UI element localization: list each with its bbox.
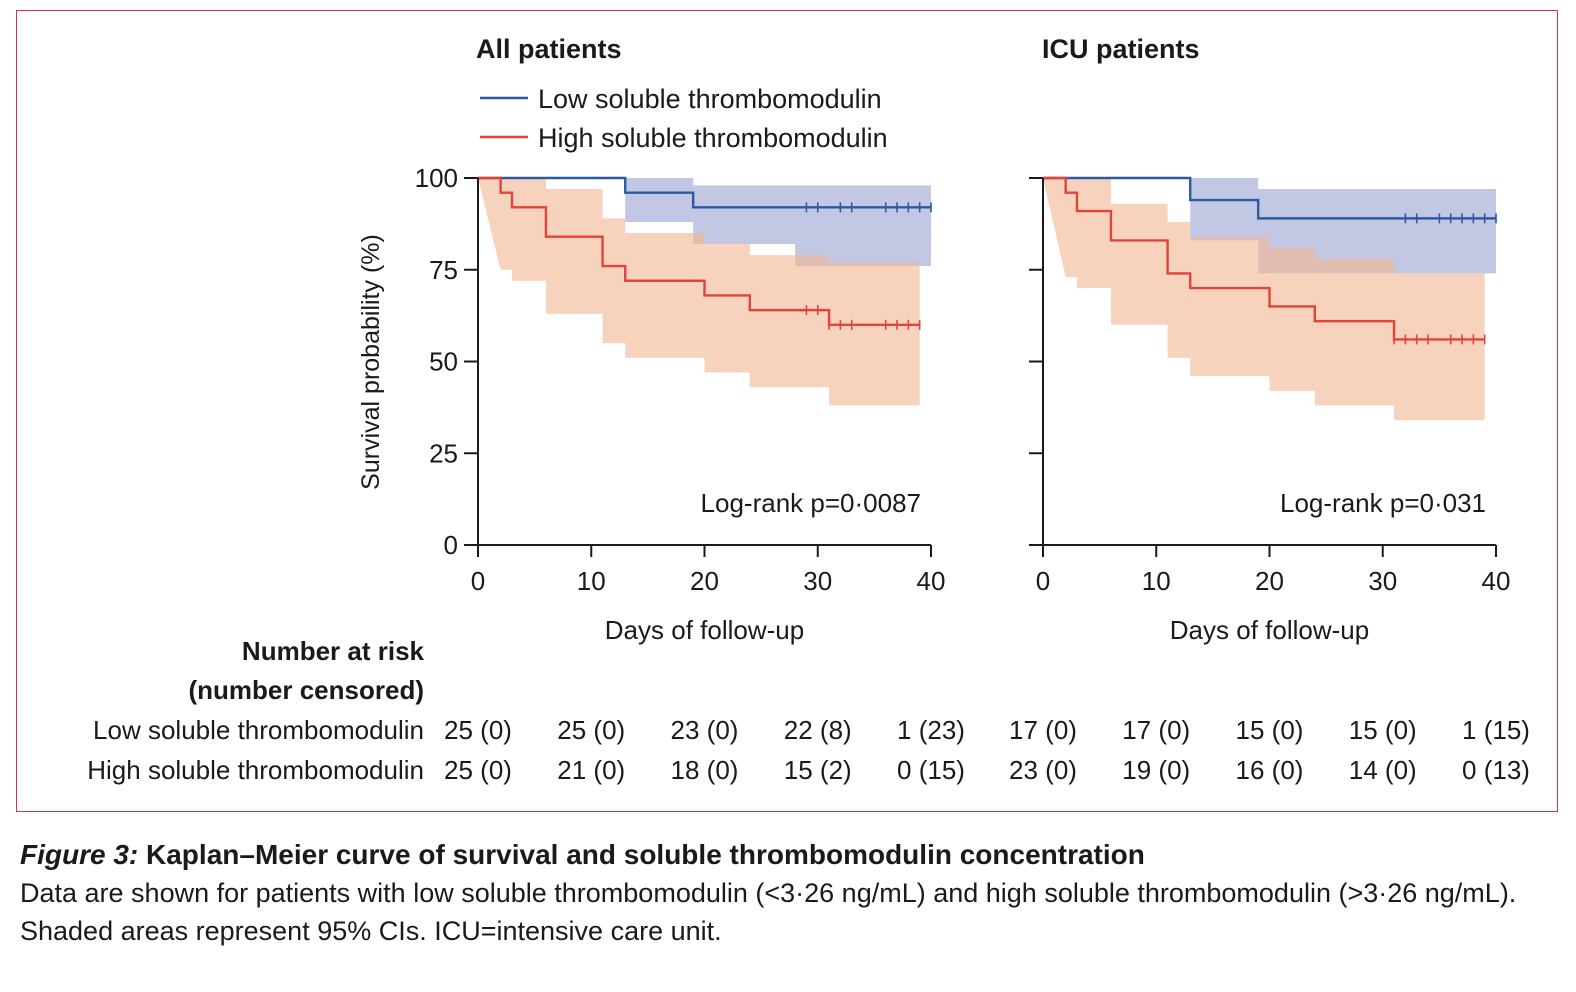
x-tick-label: 40	[1482, 566, 1511, 596]
caption-text: Data are shown for patients with low sol…	[20, 878, 1517, 946]
x-tick-label: 30	[803, 566, 832, 596]
ci-band-low	[625, 178, 931, 281]
y-tick-label: 25	[429, 438, 458, 468]
risk-cell-low: 17 (0)	[1009, 715, 1077, 745]
risk-cell-high: 21 (0)	[557, 755, 625, 785]
legend: Low soluble thrombomodulin High soluble …	[480, 84, 888, 153]
risk-cell-low: 15 (0)	[1349, 715, 1417, 745]
y-tick-label: 0	[444, 530, 458, 560]
x-axis-title: Days of follow-up	[1170, 615, 1369, 645]
y-tick-label: 75	[429, 255, 458, 285]
figure-label: Figure 3:	[20, 839, 139, 870]
risk-cell-low: 1 (23)	[897, 715, 965, 745]
x-tick-label: 30	[1368, 566, 1397, 596]
figure-frame	[16, 10, 1558, 812]
risk-cell-low: 15 (0)	[1236, 715, 1304, 745]
risk-cell-high: 14 (0)	[1349, 755, 1417, 785]
x-tick-label: 10	[577, 566, 606, 596]
risk-table-header: Number at risk	[242, 636, 425, 666]
x-tick-label: 20	[690, 566, 719, 596]
risk-cell-high: 25 (0)	[444, 755, 512, 785]
ci-band-high	[478, 178, 920, 406]
survival-curve-low	[478, 176, 931, 209]
ci-band-high	[1043, 178, 1485, 421]
risk-row-label-low: Low soluble thrombomodulin	[93, 715, 424, 745]
x-tick-label: 10	[1142, 566, 1171, 596]
log-rank-annotation: Log-rank p=0·0087	[701, 488, 921, 518]
risk-cell-high: 19 (0)	[1122, 755, 1190, 785]
risk-table: Number at risk (number censored) Low sol…	[87, 636, 1530, 785]
risk-cell-low: 1 (15)	[1462, 715, 1530, 745]
survival-curve-high	[1043, 176, 1485, 341]
panel-title: ICU patients	[1042, 34, 1200, 64]
log-rank-annotation: Log-rank p=0·031	[1280, 488, 1486, 518]
risk-cell-low: 23 (0)	[671, 715, 739, 745]
risk-cell-low: 22 (8)	[784, 715, 852, 745]
y-tick-label: 100	[415, 163, 458, 193]
x-tick-label: 20	[1255, 566, 1284, 596]
survival-curve-low	[1043, 176, 1496, 220]
km-panel-0: All patients 0 25 50 75 100 0 10 20 30 40 Days of f…	[415, 34, 946, 645]
x-tick-label: 40	[917, 566, 946, 596]
risk-cell-high: 16 (0)	[1236, 755, 1304, 785]
risk-cell-high: 15 (2)	[784, 755, 852, 785]
survival-curve-high	[478, 176, 920, 326]
ci-band-low	[1190, 178, 1496, 322]
caption-title: Kaplan–Meier curve of survival and solub…	[146, 839, 1145, 870]
risk-cell-high: 0 (15)	[897, 755, 965, 785]
caption-title-line: Figure 3: Kaplan–Meier curve of survival…	[20, 836, 1560, 874]
x-tick-label: 0	[1036, 566, 1050, 596]
figure-caption: Figure 3: Kaplan–Meier curve of survival…	[20, 836, 1560, 950]
risk-cell-low: 25 (0)	[557, 715, 625, 745]
legend-label-high: High soluble thrombomodulin	[538, 123, 888, 153]
risk-cell-high: 0 (13)	[1462, 755, 1530, 785]
x-axis-title: Days of follow-up	[605, 615, 804, 645]
risk-cell-high: 18 (0)	[671, 755, 739, 785]
risk-cell-high: 23 (0)	[1009, 755, 1077, 785]
y-tick-label: 50	[429, 347, 458, 377]
risk-cell-low: 17 (0)	[1122, 715, 1190, 745]
y-axis-title: Survival probability (%)	[357, 234, 385, 490]
km-panel-1: ICU patients 0 10 20 30 40 Days of follow-up Lo…	[1029, 34, 1510, 645]
legend-label-low: Low soluble thrombomodulin	[538, 84, 882, 114]
risk-table-subheader: (number censored)	[189, 675, 425, 705]
panel-title: All patients	[476, 34, 622, 64]
risk-cell-low: 25 (0)	[444, 715, 512, 745]
risk-row-label-high: High soluble thrombomodulin	[87, 755, 424, 785]
x-tick-label: 0	[471, 566, 485, 596]
